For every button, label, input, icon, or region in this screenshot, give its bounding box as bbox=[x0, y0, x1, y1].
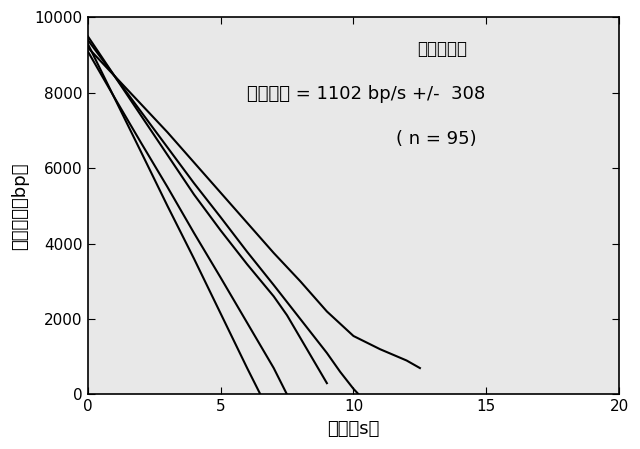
Y-axis label: テザー長（bp）: テザー長（bp） bbox=[11, 162, 29, 250]
X-axis label: 時間（s）: 時間（s） bbox=[327, 420, 380, 438]
Text: 平均速度 = 1102 bp/s +/-  308: 平均速度 = 1102 bp/s +/- 308 bbox=[247, 85, 485, 103]
Text: ( n = 95): ( n = 95) bbox=[396, 130, 477, 148]
Text: プロヘッド: プロヘッド bbox=[417, 40, 467, 58]
